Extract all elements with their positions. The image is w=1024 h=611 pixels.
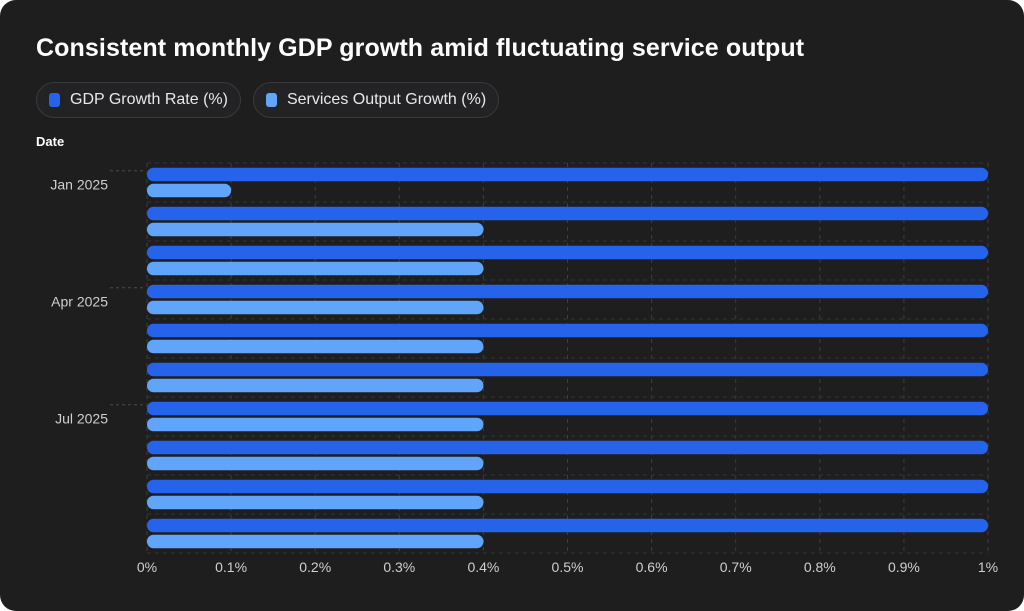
y-tick-label: Apr 2025	[51, 294, 108, 310]
legend-swatch-services	[265, 93, 277, 107]
bar-gdp-growth-1	[147, 167, 988, 182]
y-tick-label: Jan 2025	[50, 177, 108, 193]
bar-gdp-growth-5	[147, 323, 988, 338]
bar-services-growth-9	[147, 495, 484, 510]
x-tick-label: 0.5%	[552, 559, 584, 575]
y-axis-title: Date	[36, 134, 65, 149]
chart-title: Consistent monthly GDP growth amid fluct…	[36, 34, 805, 62]
bar-services-growth-8	[147, 456, 484, 471]
bar-services-growth-10	[147, 534, 484, 549]
bar-gdp-growth-9	[147, 479, 988, 494]
chart-legend: GDP Growth Rate (%) Services Output Grow…	[36, 82, 500, 118]
y-tick-label: Jul 2025	[55, 411, 108, 427]
bar-services-growth-4	[147, 300, 484, 315]
legend-item-gdp-growth[interactable]: GDP Growth Rate (%)	[36, 82, 241, 118]
bar-services-growth-6	[147, 378, 484, 393]
bar-services-growth-5	[147, 339, 484, 354]
bar-gdp-growth-4	[147, 284, 988, 299]
x-tick-label: 0%	[137, 559, 157, 575]
x-tick-label: 0.1%	[215, 559, 247, 575]
x-tick-label: 1%	[978, 559, 998, 575]
bar-services-growth-1	[147, 183, 232, 198]
legend-label-services: Services Output Growth (%)	[286, 91, 487, 108]
bar-gdp-growth-6	[147, 362, 988, 377]
bar-gdp-growth-2	[147, 206, 988, 221]
x-tick-label: 0.8%	[804, 559, 836, 575]
x-tick-label: 0.3%	[383, 559, 415, 575]
bar-gdp-growth-3	[147, 245, 988, 260]
bar-services-growth-3	[147, 261, 484, 276]
x-tick-label: 0.6%	[636, 559, 668, 575]
legend-item-services-growth[interactable]: Services Output Growth (%)	[252, 82, 500, 118]
x-tick-label: 0.9%	[888, 559, 920, 575]
x-tick-label: 0.2%	[299, 559, 331, 575]
x-tick-label: 0.4%	[467, 559, 499, 575]
bar-services-growth-2	[147, 222, 484, 237]
bar-services-growth-7	[147, 417, 484, 432]
legend-swatch-gdp	[49, 93, 60, 107]
bar-gdp-growth-7	[147, 401, 988, 416]
bar-gdp-growth-8	[147, 440, 988, 455]
x-tick-label: 0.7%	[720, 559, 752, 575]
bar-gdp-growth-10	[147, 518, 988, 533]
legend-label-gdp: GDP Growth Rate (%)	[70, 91, 228, 108]
